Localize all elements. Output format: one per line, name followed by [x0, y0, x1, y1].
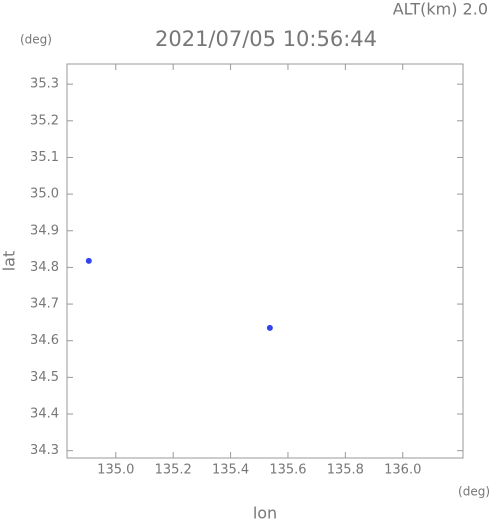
- y-tick-label: 34.9: [30, 223, 59, 238]
- x-tick-label: 135.8: [327, 463, 364, 478]
- x-axis-label: lon: [253, 504, 277, 521]
- chart-title: 2021/07/05 10:56:44: [155, 27, 377, 51]
- y-tick-label: 35.3: [30, 77, 59, 92]
- x-tick-label: 135.0: [97, 463, 134, 478]
- x-tick-label: 135.2: [155, 463, 192, 478]
- y-axis-label: lat: [0, 251, 19, 272]
- y-unit: (deg): [20, 33, 52, 47]
- y-tick-label: 35.1: [30, 150, 59, 165]
- y-tick-label: 34.6: [30, 333, 59, 348]
- x-unit: (deg): [458, 485, 490, 499]
- x-tick-label: 135.4: [212, 463, 249, 478]
- y-tick-label: 34.5: [30, 370, 59, 385]
- x-tick-label: 135.6: [269, 463, 306, 478]
- point: [266, 324, 273, 331]
- y-tick-label: 34.7: [30, 297, 59, 312]
- y-tick-label: 34.3: [30, 443, 59, 458]
- point: [85, 257, 92, 264]
- plot-frame: [66, 63, 464, 459]
- y-tick-label: 35.2: [30, 113, 59, 128]
- y-tick-label: 35.0: [30, 187, 59, 202]
- y-tick-label: 34.8: [30, 260, 59, 275]
- x-tick-label: 136.0: [384, 463, 421, 478]
- y-tick-label: 34.4: [30, 407, 59, 422]
- altitude-label: ALT(km) 2.0: [393, 0, 488, 19]
